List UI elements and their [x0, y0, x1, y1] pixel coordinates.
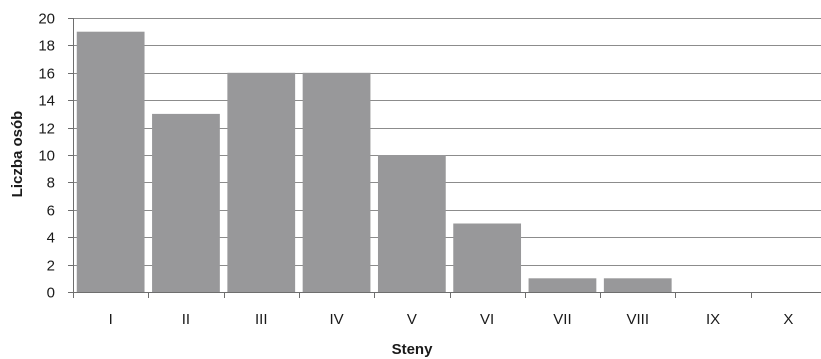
x-tick-label: I: [109, 311, 113, 328]
x-tick-label: V: [407, 311, 417, 328]
y-tick-label: 16: [38, 66, 55, 83]
y-tick-label: 20: [38, 11, 55, 28]
x-tick-label: II: [182, 311, 190, 328]
y-axis-title: Liczba osób: [9, 111, 26, 198]
x-tick-label: IV: [329, 311, 343, 328]
x-axis-title: Steny: [392, 341, 434, 358]
bar-III: [227, 72, 296, 292]
x-tick-labels: I II III IV V VI VII VIII IX X: [109, 311, 794, 328]
bars: [76, 31, 672, 293]
bar-I: [76, 31, 145, 292]
y-tick-label: 18: [38, 38, 55, 55]
y-tick-label: 0: [47, 285, 55, 302]
y-tick-label: 10: [38, 148, 55, 165]
y-tick-label: 14: [38, 93, 55, 110]
x-tick-label: IX: [706, 311, 720, 328]
y-tick-label: 6: [47, 203, 55, 220]
y-tick-label: 2: [47, 258, 55, 275]
x-tick-label: VII: [553, 311, 571, 328]
x-tick-label: VI: [480, 311, 494, 328]
y-tick-label: 4: [47, 230, 55, 247]
x-tick-label: X: [783, 311, 793, 328]
bar-VIII: [603, 278, 672, 292]
y-tick-labels: 0 2 4 6 8 10 12 14 16 18 20: [38, 11, 55, 302]
x-tick-label: III: [255, 311, 268, 328]
y-tick-label: 8: [47, 175, 55, 192]
bar-VII: [528, 278, 597, 292]
axes: [68, 18, 821, 298]
y-tick-label: 12: [38, 121, 55, 138]
bar-II: [152, 113, 220, 293]
bar-IV: [302, 72, 371, 292]
bar-VI: [453, 223, 522, 292]
x-tick-label: VIII: [626, 311, 649, 328]
bar-V: [377, 155, 446, 292]
